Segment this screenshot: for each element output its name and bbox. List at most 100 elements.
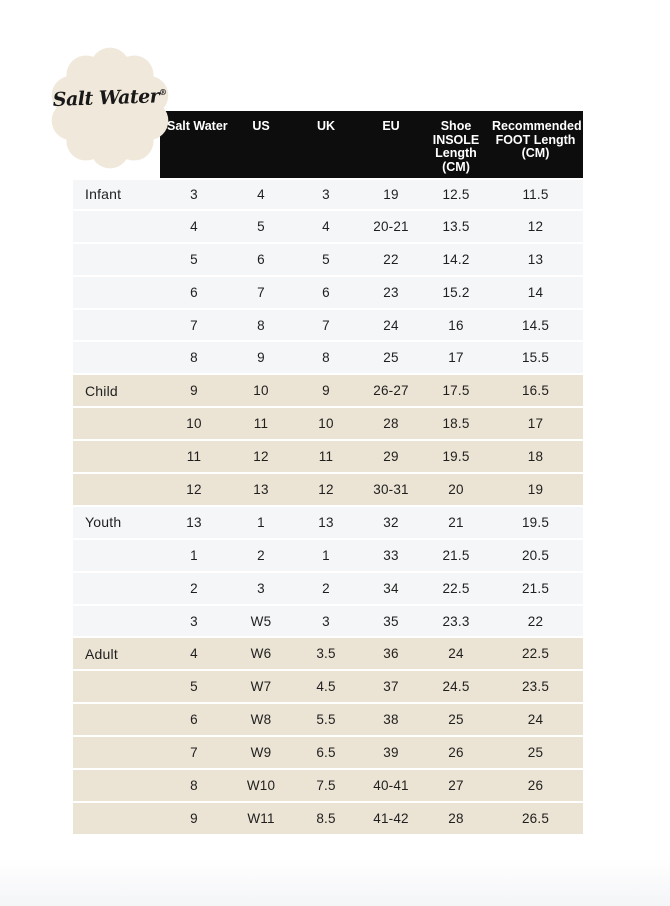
table-body: Infant 3 4 3 19 12.5 11.5 4 5 4 20-21 13.5 12 5 6 5 22 14…	[73, 178, 583, 836]
table-cell: W8	[250, 712, 272, 728]
table-cell: 24	[448, 646, 464, 662]
section-label-spacer	[73, 441, 160, 472]
table-cell: 34	[383, 580, 399, 596]
table-cell: 10	[253, 383, 269, 399]
brand-logo-text: Salt Water®	[45, 85, 176, 112]
table-cell: W7	[250, 679, 272, 695]
table-cell: 9	[257, 350, 265, 366]
section-label-spacer	[73, 277, 160, 308]
table-cell: 30-31	[373, 481, 409, 497]
table-cell: 7	[190, 745, 198, 761]
table-cell: W11	[247, 810, 275, 826]
table-cell: 4	[322, 218, 330, 234]
table-cell: 15.2	[442, 284, 470, 300]
table-cell: 13	[318, 514, 334, 530]
section-label: Infant	[85, 186, 122, 203]
table-cell: 33	[383, 547, 399, 563]
table-row: 9 W11 8.5 41-42 28 26.5	[73, 802, 583, 836]
table-row: 7 8 7 24 16 14.5	[73, 309, 583, 343]
table-row: 6 W8 5.5 38 25 24	[73, 704, 583, 738]
table-cell: 23.3	[442, 613, 470, 629]
table-cell: 3	[257, 580, 265, 596]
table-row: Infant 3 4 3 19 12.5 11.5	[73, 178, 583, 211]
table-cell: 7.5	[316, 777, 336, 793]
table-cell: 2	[190, 580, 198, 596]
table-cell: 23	[383, 284, 399, 300]
table-cell: 13.5	[442, 218, 470, 234]
section-label-spacer	[73, 770, 160, 801]
table-row: 10 11 10 28 18.5 17	[73, 408, 583, 442]
section-label-spacer	[73, 310, 160, 341]
table-cell: W5	[250, 613, 272, 629]
table-cell: 22.5	[442, 580, 470, 596]
table-cell: 24	[383, 317, 399, 333]
table-cell: 21.5	[521, 580, 550, 596]
section-label-spacer	[73, 408, 160, 439]
table-row: 5 W7 4.5 37 24.5 23.5	[73, 671, 583, 705]
size-chart-table: Salt Water US UK EU Shoe INSOLE Length (…	[73, 111, 583, 836]
table-row: 2 3 2 34 22.5 21.5	[73, 572, 583, 606]
table-cell: 18	[527, 449, 544, 465]
table-cell: 19	[527, 481, 544, 497]
table-cell: 19.5	[521, 514, 550, 530]
table-cell: 9	[190, 810, 198, 826]
section-label: Child	[85, 382, 118, 399]
table-cell: 41-42	[373, 810, 409, 826]
table-cell: 36	[383, 646, 399, 662]
table-cell: 19.5	[442, 449, 470, 465]
scalloped-flower-icon	[51, 47, 169, 169]
table-cell: 28	[448, 810, 464, 826]
registered-mark: ®	[158, 86, 168, 97]
table-row: 3 W5 3 35 23.3 22	[73, 605, 583, 639]
table-cell: 1	[322, 547, 330, 563]
table-cell: 7	[190, 317, 198, 333]
table-cell: 12	[186, 481, 202, 497]
header-salt-water: Salt Water	[160, 111, 228, 178]
table-cell: 28	[383, 416, 399, 432]
table-cell: 17	[527, 416, 544, 432]
table-cell: 23.5	[521, 679, 550, 695]
table-cell: 11	[253, 416, 269, 432]
table-row: Youth 13 1 13 32 21 19.5	[73, 506, 583, 540]
table-row: Child 9 10 9 26-27 17.5 16.5	[73, 375, 583, 409]
table-cell: 3	[322, 186, 330, 202]
table-cell: 14.2	[442, 251, 470, 267]
table-cell: 32	[383, 514, 399, 530]
section-label-spacer	[73, 671, 160, 702]
table-cell: 11.5	[522, 186, 549, 202]
table-cell: 1	[190, 547, 198, 563]
table-cell: 10	[186, 416, 202, 432]
header-foot-length: Recommended FOOT Length (CM)	[488, 111, 583, 178]
table-cell: 37	[383, 679, 399, 695]
table-cell: 8	[322, 350, 330, 366]
section-label-spacer	[73, 737, 160, 768]
section-label-spacer	[73, 474, 160, 505]
table-cell: 12	[253, 449, 269, 465]
table-cell: 22	[383, 251, 399, 267]
table-cell: 13	[527, 251, 544, 267]
table-cell: 13	[253, 481, 269, 497]
table-cell: 2	[322, 580, 330, 596]
table-cell: 21.5	[442, 547, 470, 563]
section-label-spacer	[73, 803, 160, 834]
table-row: 8 W10 7.5 40-41 27 26	[73, 770, 583, 803]
table-cell: 26-27	[373, 383, 409, 399]
section-label: Adult	[85, 645, 118, 662]
table-cell: 5	[190, 679, 198, 695]
table-cell: 13	[186, 514, 202, 530]
section-label: Youth	[85, 514, 122, 531]
brand-name: Salt Water	[52, 85, 160, 111]
table-cell: 27	[448, 777, 464, 793]
table-cell: 26	[527, 777, 544, 793]
table-cell: 22.5	[521, 646, 550, 662]
table-cell: 21	[448, 514, 464, 530]
section-label-spacer	[73, 606, 160, 637]
table-cell: 12.5	[442, 186, 470, 202]
table-cell: W6	[250, 646, 272, 662]
table-row: 8 9 8 25 17 15.5	[73, 342, 583, 376]
table-cell: 25	[383, 350, 399, 366]
table-cell: 25	[448, 712, 464, 728]
table-cell: 24	[527, 712, 544, 728]
table-cell: 3.5	[316, 646, 336, 662]
